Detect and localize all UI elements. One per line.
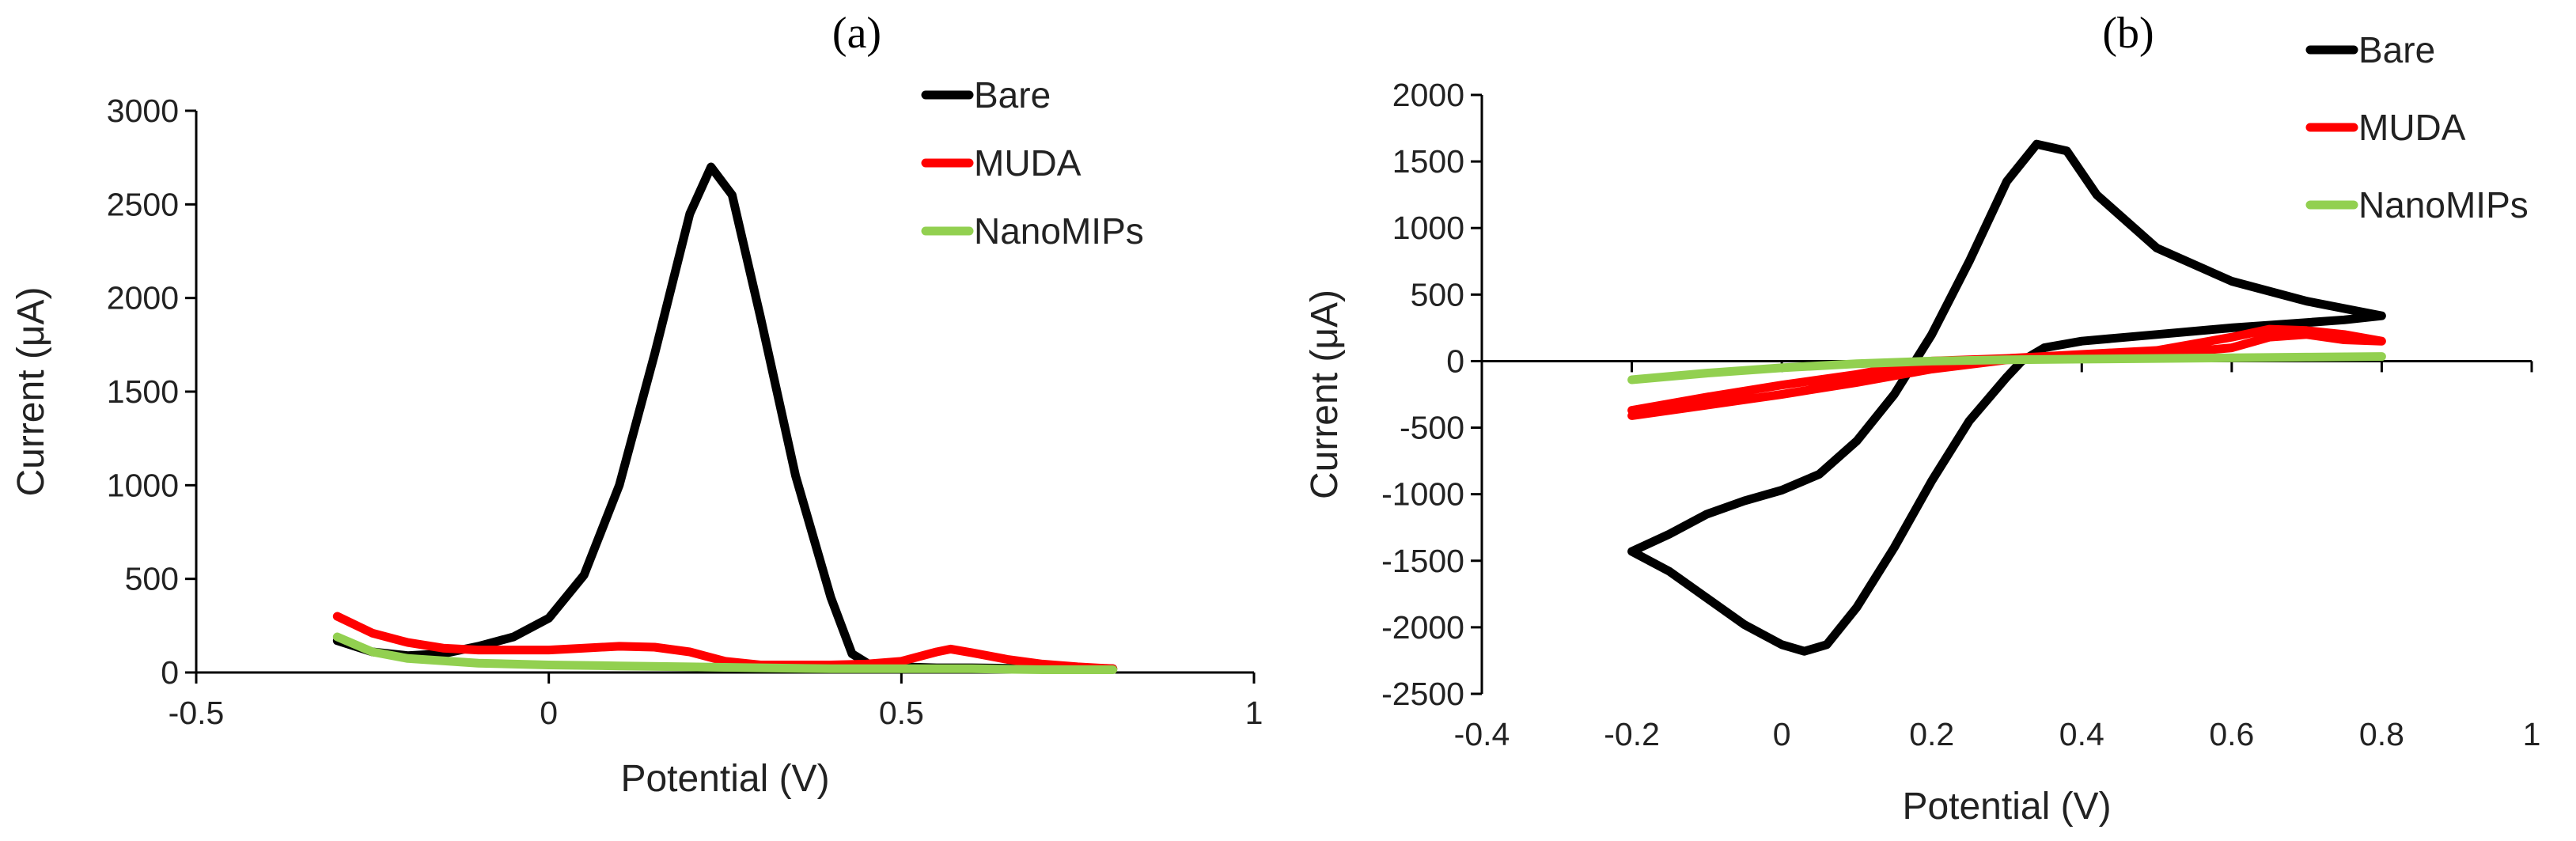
y-tick-label: 500 bbox=[1411, 276, 1464, 313]
y-tick-label: 1000 bbox=[1392, 210, 1464, 246]
y-tick-label: -1500 bbox=[1381, 543, 1464, 579]
x-tick-label: 0.2 bbox=[1909, 716, 1954, 752]
legend-label-nanomips: NanoMIPs bbox=[2358, 184, 2529, 225]
chart-panel-a: (a) -0.5 0 0.5 1 0 500 1000 1500 2000 2500 3000 Pote… bbox=[10, 9, 1263, 800]
legend-label-muda: MUDA bbox=[2358, 107, 2466, 148]
y-tick-label: 0 bbox=[161, 654, 179, 691]
legend-label-muda: MUDA bbox=[974, 142, 1082, 184]
y-tick-label: 1500 bbox=[1392, 143, 1464, 180]
series-line-nanomips bbox=[332, 632, 1118, 674]
legend-label-nanomips: NanoMIPs bbox=[974, 210, 1144, 252]
y-tick-label: 2500 bbox=[107, 186, 179, 222]
x-tick-label: -0.4 bbox=[1454, 716, 1510, 752]
x-tick-label: 0.6 bbox=[2209, 716, 2254, 752]
x-tick-label: -0.5 bbox=[169, 695, 225, 731]
series-line-muda bbox=[332, 612, 1118, 673]
x-axis-title: Potential (V) bbox=[1902, 786, 2111, 828]
panel-label: (a) bbox=[832, 9, 881, 58]
x-tick-label: 0.8 bbox=[2359, 716, 2404, 752]
x-tick-label: -0.2 bbox=[1604, 716, 1660, 752]
panel-label: (b) bbox=[2102, 9, 2154, 58]
y-tick-label: 3000 bbox=[107, 93, 179, 129]
y-tick-label: -500 bbox=[1400, 410, 1464, 446]
legend-label-bare: Bare bbox=[974, 74, 1051, 116]
x-tick-label: 0.5 bbox=[879, 695, 924, 731]
y-tick-label: 2000 bbox=[107, 280, 179, 316]
x-tick-label: 0 bbox=[540, 695, 558, 731]
y-axis-title: Current (μA) bbox=[1304, 290, 1346, 499]
legend-label-bare: Bare bbox=[2358, 29, 2435, 70]
y-tick-label: -1000 bbox=[1381, 476, 1464, 513]
y-tick-label: 2000 bbox=[1392, 77, 1464, 113]
x-axis-title: Potential (V) bbox=[620, 758, 829, 800]
y-tick-label: 1000 bbox=[107, 467, 179, 503]
x-tick-label: 1 bbox=[2523, 716, 2541, 752]
y-tick-label: 500 bbox=[125, 561, 179, 597]
y-tick-label: 0 bbox=[1446, 343, 1464, 379]
y-tick-label: 1500 bbox=[107, 373, 179, 410]
y-tick-label: -2500 bbox=[1381, 676, 1464, 712]
x-tick-label: 1 bbox=[1245, 695, 1263, 731]
x-tick-label: 0 bbox=[1773, 716, 1791, 752]
chart-panel-b: (b) -0.4 -0.2 0 0.2 0.4 0.6 0.8 1 -2500 -2000 -1500… bbox=[1304, 9, 2540, 828]
series-line-bare bbox=[1627, 139, 2386, 656]
x-tick-label: 0.4 bbox=[2059, 716, 2104, 752]
series-line-nanomips bbox=[1627, 352, 2386, 385]
y-tick-label: -2000 bbox=[1381, 609, 1464, 646]
y-axis-title: Current (μA) bbox=[10, 286, 52, 496]
